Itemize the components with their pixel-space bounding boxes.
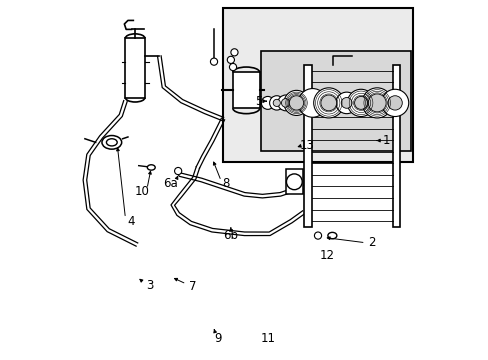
Circle shape: [354, 96, 367, 109]
Text: 1: 1: [382, 134, 389, 147]
Text: 5: 5: [255, 95, 262, 108]
Bar: [260, 51, 410, 151]
Circle shape: [284, 90, 308, 116]
Circle shape: [320, 95, 336, 111]
Circle shape: [174, 167, 182, 175]
Bar: [285, 169, 303, 194]
Circle shape: [230, 49, 238, 56]
Circle shape: [335, 92, 357, 114]
Ellipse shape: [147, 165, 155, 170]
Circle shape: [229, 63, 236, 71]
Circle shape: [298, 89, 326, 117]
Ellipse shape: [102, 135, 122, 149]
Ellipse shape: [106, 139, 117, 146]
Circle shape: [277, 95, 293, 111]
Circle shape: [227, 56, 234, 63]
Circle shape: [289, 96, 303, 110]
Text: 10: 10: [135, 185, 149, 198]
Ellipse shape: [327, 232, 336, 239]
Bar: [223, 8, 412, 162]
Text: 7: 7: [188, 280, 196, 293]
Circle shape: [210, 58, 217, 65]
Text: 2: 2: [367, 236, 375, 249]
Bar: [232, 72, 259, 108]
Circle shape: [281, 99, 289, 107]
Bar: [303, 65, 311, 226]
Circle shape: [286, 174, 302, 190]
Text: 3: 3: [145, 279, 153, 292]
Bar: [125, 39, 144, 98]
Circle shape: [313, 88, 343, 118]
Circle shape: [362, 88, 391, 118]
Circle shape: [273, 99, 280, 107]
Circle shape: [381, 89, 408, 117]
Circle shape: [269, 96, 284, 110]
Text: 6b: 6b: [223, 229, 238, 242]
Circle shape: [314, 232, 321, 239]
Text: 6a: 6a: [163, 177, 178, 190]
Text: 9: 9: [213, 332, 221, 345]
Text: 4: 4: [127, 215, 135, 228]
Text: 11: 11: [260, 332, 275, 345]
Text: 8: 8: [222, 177, 229, 190]
Circle shape: [261, 96, 274, 109]
Circle shape: [367, 94, 386, 112]
Circle shape: [387, 96, 402, 110]
Circle shape: [341, 98, 351, 108]
Bar: [392, 65, 400, 226]
Text: 12: 12: [319, 249, 334, 262]
Circle shape: [346, 89, 374, 117]
Text: 13: 13: [299, 139, 314, 152]
